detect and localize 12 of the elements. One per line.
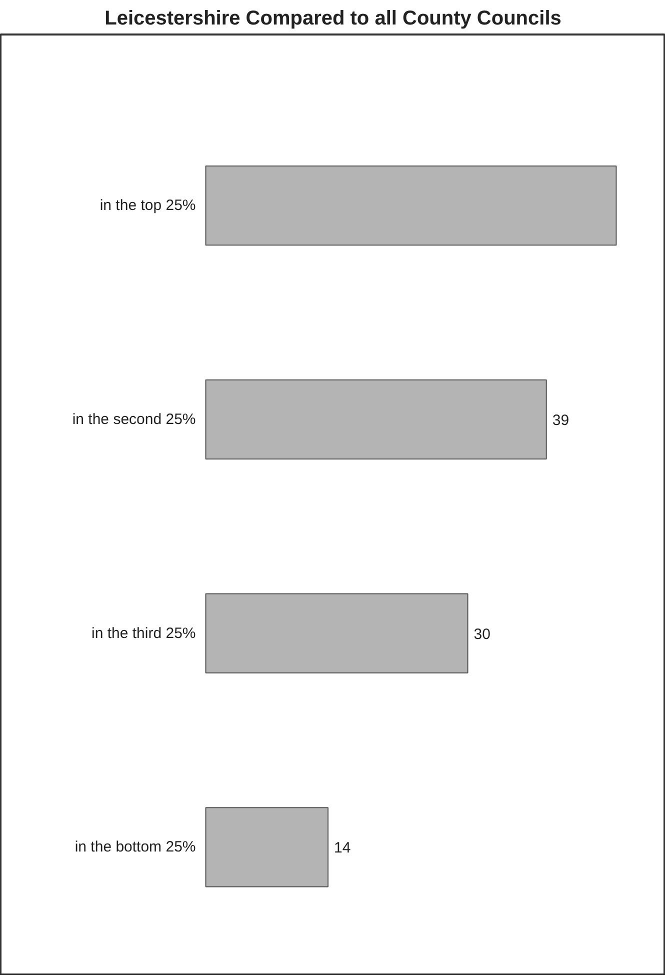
data-label: 14 xyxy=(334,840,351,857)
bar xyxy=(205,807,329,888)
bar xyxy=(205,593,468,674)
data-label: 39 xyxy=(552,412,570,429)
data-label: 30 xyxy=(474,626,490,643)
y-tick-label: in the top 25% xyxy=(100,197,196,214)
y-tick-label: in the third 25% xyxy=(92,624,196,642)
y-tick-label: in the second 25% xyxy=(72,410,196,428)
chart-title: Leicestershire Compared to all County Councils xyxy=(104,8,562,30)
bar xyxy=(205,379,547,460)
bar xyxy=(205,166,617,246)
y-tick-label: in the bottom 25% xyxy=(74,838,196,856)
